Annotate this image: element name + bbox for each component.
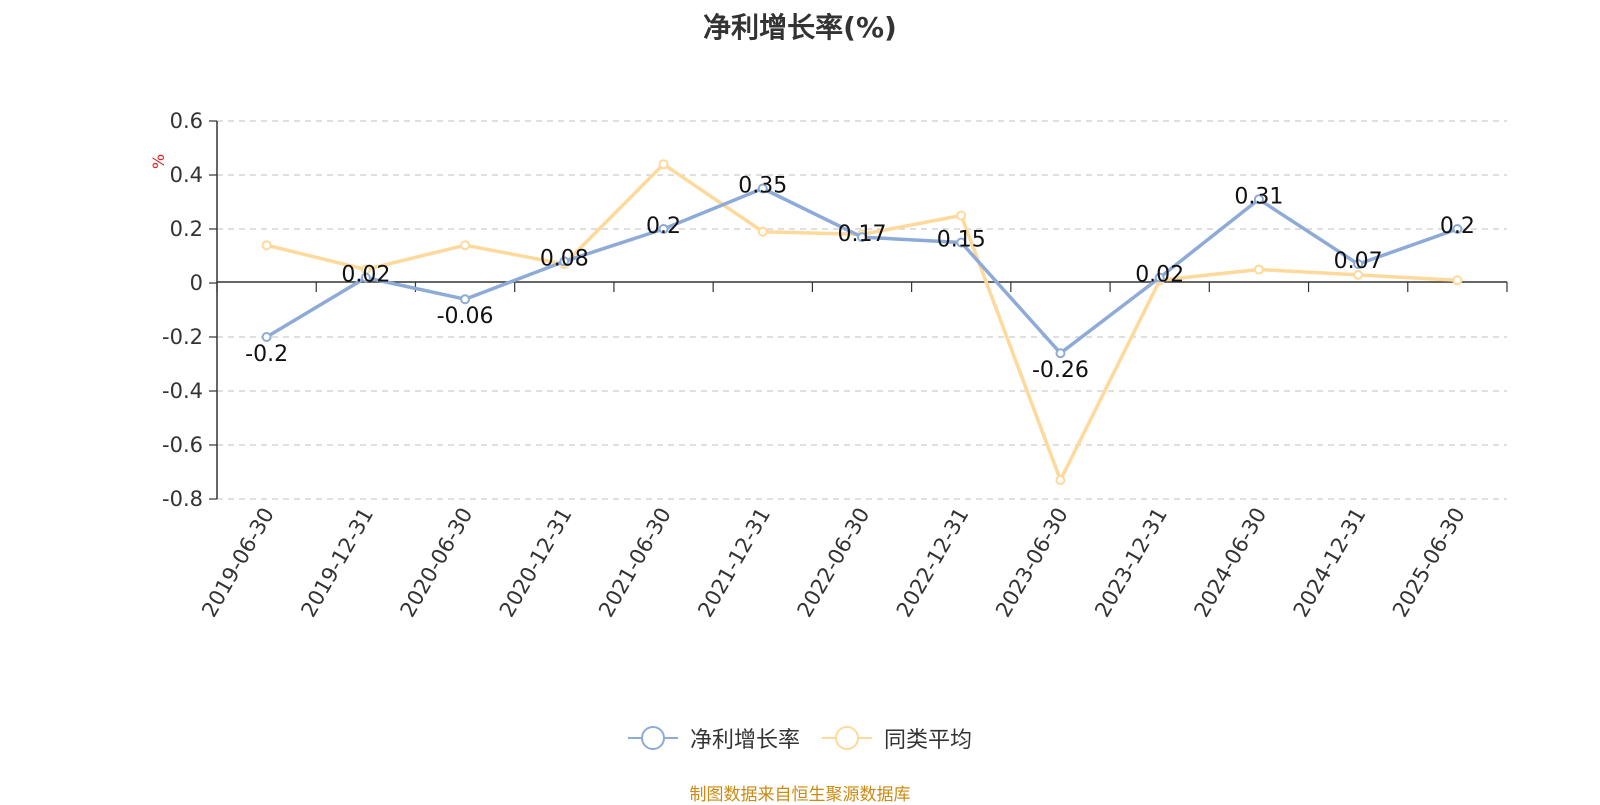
data-point-series-1 bbox=[460, 294, 471, 305]
legend-item-series-1[interactable]: 净利增长率 bbox=[627, 722, 800, 754]
x-tick-label: 2020-06-30 bbox=[396, 504, 478, 622]
data-point-series-1 bbox=[757, 183, 768, 194]
x-tick-label: 2019-12-31 bbox=[296, 504, 378, 622]
x-tick-label: 2022-12-31 bbox=[892, 504, 974, 622]
data-point-series-1 bbox=[1253, 194, 1264, 205]
data-point-series-1 bbox=[559, 256, 570, 267]
data-point-series-2 bbox=[757, 226, 768, 237]
data-label: 0.07 bbox=[1334, 249, 1383, 274]
data-point-series-1 bbox=[857, 232, 867, 243]
legend-symbol-series-2 bbox=[822, 726, 872, 750]
data-point-series-1 bbox=[1154, 272, 1165, 283]
data-point-series-1 bbox=[1055, 348, 1066, 359]
y-tick-label: 0.4 bbox=[170, 163, 203, 187]
x-tick-label: 2019-06-30 bbox=[197, 504, 279, 622]
legend-label-series-1: 净利增长率 bbox=[689, 728, 800, 753]
line-chart: 0.6 0.4 0.2 0 -0.2 -0.4 -0.6 -0.8% 2019-06-30 201… bbox=[149, 109, 1508, 622]
data-point-series-2 bbox=[1055, 475, 1066, 486]
data-label: 0.15 bbox=[937, 228, 986, 253]
x-tick-label: 2023-12-31 bbox=[1090, 504, 1172, 622]
legend: 净利增长率 同类平均 bbox=[0, 722, 1600, 754]
data-label: 0.08 bbox=[540, 246, 589, 271]
x-tick-label: 2021-06-30 bbox=[594, 504, 676, 622]
y-tick-label: -0.4 bbox=[162, 379, 203, 403]
y-tick-label: -0.8 bbox=[162, 487, 203, 511]
x-tick-label: 2025-06-30 bbox=[1388, 504, 1470, 622]
y-tick-label: 0.6 bbox=[170, 109, 203, 133]
legend-label-series-2: 同类平均 bbox=[884, 728, 973, 753]
y-tick-label: -0.2 bbox=[162, 325, 203, 349]
data-label: -0.2 bbox=[245, 342, 288, 367]
y-tick-label: 0 bbox=[190, 271, 203, 295]
data-point-series-2 bbox=[1253, 264, 1264, 275]
data-label: 0.31 bbox=[1234, 184, 1283, 209]
source-note: 制图数据来自恒生聚源数据库 bbox=[689, 785, 911, 805]
x-tick-label: 2020-12-31 bbox=[495, 504, 577, 622]
x-tick-label: 2024-12-31 bbox=[1289, 504, 1371, 622]
data-point-series-2 bbox=[1452, 275, 1463, 286]
chart-title: 净利增长率(%) bbox=[703, 11, 897, 44]
data-label: 0.02 bbox=[1135, 263, 1184, 288]
data-label: 0.2 bbox=[646, 214, 681, 239]
data-point-series-2 bbox=[1353, 269, 1364, 280]
x-tick-label: 2023-06-30 bbox=[991, 504, 1073, 622]
data-label: 0.2 bbox=[1440, 214, 1475, 239]
data-label: 0.02 bbox=[341, 263, 390, 288]
data-label: -0.26 bbox=[1032, 358, 1089, 383]
data-point-series-1 bbox=[261, 332, 272, 342]
x-tick-label: 2024-06-30 bbox=[1189, 504, 1271, 622]
x-tick-label: 2021-12-31 bbox=[693, 504, 775, 622]
data-point-series-2 bbox=[956, 210, 967, 221]
data-label: -0.06 bbox=[437, 304, 494, 329]
x-tick-label: 2022-06-30 bbox=[793, 504, 875, 622]
data-point-series-1 bbox=[1353, 259, 1364, 270]
data-point-series-2 bbox=[460, 240, 471, 251]
data-point-series-2 bbox=[261, 240, 272, 251]
data-point-series-2 bbox=[658, 159, 669, 170]
data-point-series-1 bbox=[360, 272, 371, 283]
y-axis-label: % bbox=[149, 154, 168, 169]
y-tick-label: -0.6 bbox=[162, 433, 203, 457]
data-point-series-1 bbox=[956, 237, 967, 248]
data-label: 0.17 bbox=[838, 222, 887, 247]
data-point-series-1 bbox=[1452, 224, 1463, 234]
legend-symbol-series-1 bbox=[627, 726, 678, 750]
data-label: 0.35 bbox=[738, 174, 787, 199]
legend-item-series-2[interactable]: 同类平均 bbox=[822, 722, 972, 754]
y-tick-label: 0.2 bbox=[170, 217, 203, 241]
data-point-series-1 bbox=[658, 224, 669, 234]
